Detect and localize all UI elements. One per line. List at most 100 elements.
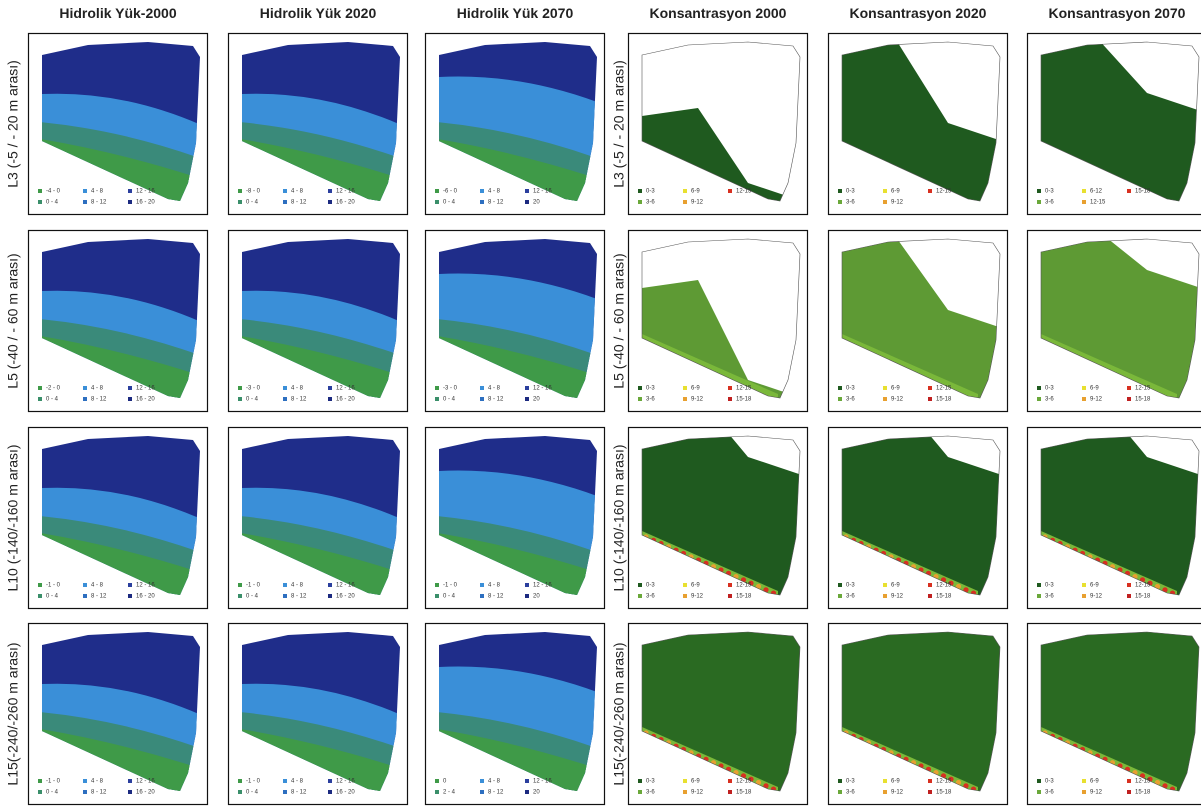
legend-label: 16 - 20 — [136, 790, 155, 796]
legend-swatch — [83, 583, 87, 587]
legend-label: 6-9 — [891, 189, 900, 195]
legend-label: 15-18 — [736, 594, 752, 600]
legend-swatch — [638, 200, 642, 204]
legend-swatch — [928, 583, 932, 587]
legend-swatch — [525, 397, 529, 401]
legend-label: 12-15 — [936, 779, 952, 785]
legend-swatch — [238, 189, 242, 193]
legend-label: 2 - 4 — [443, 790, 456, 796]
legend-label: 0 - 4 — [46, 397, 59, 403]
legend-label: 4 - 8 — [91, 583, 104, 589]
legend-swatch — [1082, 200, 1086, 204]
legend-label: 0-3 — [646, 386, 655, 392]
legend-label: 12 - 16 — [136, 779, 155, 785]
legend-label: 4 - 8 — [291, 386, 304, 392]
legend-label: 12-15 — [936, 583, 952, 589]
legend-swatch — [525, 583, 529, 587]
legend-label: -1 - 0 — [246, 779, 261, 785]
legend-swatch — [83, 397, 87, 401]
legend-swatch — [238, 779, 242, 783]
legend-label: 6-9 — [691, 189, 700, 195]
row-label: L5 (-40 / - 60 m arası) — [611, 253, 627, 388]
legend-label: 3-6 — [1045, 594, 1054, 600]
row-label: L15(-240/-260 m arası) — [611, 642, 627, 785]
legend-swatch — [128, 790, 132, 794]
legend-label: 12 - 16 — [336, 189, 355, 195]
legend-label: 8 - 12 — [488, 397, 504, 403]
legend-label: 12 - 16 — [336, 386, 355, 392]
legend-swatch — [883, 594, 887, 598]
legend-swatch — [1127, 386, 1131, 390]
legend-swatch — [435, 779, 439, 783]
legend-label: 4 - 8 — [488, 583, 501, 589]
legend-swatch — [883, 200, 887, 204]
legend-label: 16 - 20 — [136, 594, 155, 600]
legend-label: 4 - 8 — [291, 189, 304, 195]
legend-label: 12 - 16 — [136, 189, 155, 195]
legend-swatch — [435, 189, 439, 193]
legend-swatch — [480, 779, 484, 783]
legend-swatch — [683, 397, 687, 401]
legend-label: 4 - 8 — [488, 779, 501, 785]
legend-swatch — [638, 594, 642, 598]
legend-swatch — [283, 386, 287, 390]
legend-swatch — [328, 200, 332, 204]
legend-swatch — [328, 397, 332, 401]
legend-swatch — [1037, 583, 1041, 587]
legend-swatch — [83, 200, 87, 204]
legend-swatch — [638, 790, 642, 794]
map-panel: 0-36-912-153-69-1215-18 — [828, 397, 1008, 609]
legend-swatch — [683, 594, 687, 598]
legend-swatch — [435, 397, 439, 401]
legend-swatch — [883, 779, 887, 783]
legend-swatch — [883, 386, 887, 390]
legend-swatch — [83, 189, 87, 193]
legend-swatch — [480, 386, 484, 390]
legend-swatch — [83, 594, 87, 598]
legend-label: 3-6 — [846, 594, 855, 600]
legend-swatch — [435, 594, 439, 598]
legend-swatch — [928, 386, 932, 390]
legend-swatch — [1127, 583, 1131, 587]
legend-swatch — [435, 200, 439, 204]
legend-swatch — [128, 386, 132, 390]
legend-label: 0 - 4 — [246, 200, 259, 206]
legend-swatch — [1037, 594, 1041, 598]
legend-label: -1 - 0 — [443, 583, 458, 589]
legend-label: 8 - 12 — [91, 790, 107, 796]
legend-label: 8 - 12 — [488, 594, 504, 600]
map-panel: -1 - 04 - 812 - 160 - 48 - 1216 - 20 — [228, 427, 408, 609]
legend-swatch — [525, 200, 529, 204]
legend-label: 9-12 — [891, 200, 904, 206]
legend-swatch — [435, 386, 439, 390]
legend-label: 20 — [533, 594, 540, 600]
legend-swatch — [638, 386, 642, 390]
legend-swatch — [1127, 189, 1131, 193]
row-label: L10 (-140/-160 m arası) — [611, 444, 627, 591]
legend-label: 3-6 — [646, 200, 655, 206]
legend-swatch — [480, 594, 484, 598]
legend-swatch — [638, 397, 642, 401]
legend-label: 8 - 12 — [91, 594, 107, 600]
legend-swatch — [683, 386, 687, 390]
legend-label: 0-3 — [646, 779, 655, 785]
legend-swatch — [838, 583, 842, 587]
legend-swatch — [683, 583, 687, 587]
legend-swatch — [728, 583, 732, 587]
legend-swatch — [838, 779, 842, 783]
legend-swatch — [38, 583, 42, 587]
legend-label: 12-15 — [736, 189, 752, 195]
legend-swatch — [283, 200, 287, 204]
legend-label: 20 — [533, 397, 540, 403]
column-title: Hidrolik Yük-2000 — [59, 5, 176, 21]
column-title: Konsantrasyon 2020 — [850, 5, 987, 21]
legend-swatch — [728, 189, 732, 193]
legend-label: 12-15 — [936, 189, 952, 195]
legend-swatch — [480, 189, 484, 193]
legend-label: 12-15 — [936, 386, 952, 392]
legend-label: 9-12 — [1090, 397, 1103, 403]
legend-label: -6 - 0 — [443, 189, 458, 195]
legend-swatch — [1037, 189, 1041, 193]
map-panel: 0-36-912-153-69-1215-18 — [628, 230, 808, 412]
